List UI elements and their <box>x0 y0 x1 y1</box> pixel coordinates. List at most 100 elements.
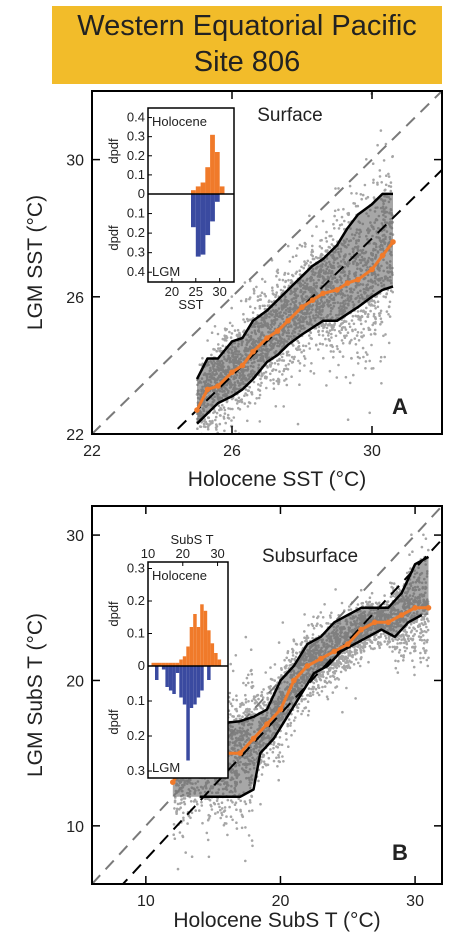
scatter-point <box>223 806 227 809</box>
scatter-point <box>319 239 322 242</box>
scatter-point <box>239 299 243 303</box>
scatter-point <box>330 243 334 246</box>
scatter-point <box>374 332 377 336</box>
scatter-point <box>360 197 364 201</box>
scatter-point <box>269 372 272 376</box>
scatter-point <box>265 386 268 390</box>
scatter-point <box>311 693 315 696</box>
scatter-point <box>251 844 254 848</box>
scatter-point <box>253 708 256 711</box>
scatter-point <box>347 664 350 667</box>
scatter-point <box>387 313 390 316</box>
scatter-point <box>217 802 220 806</box>
scatter-point <box>250 839 254 842</box>
lgm-bar <box>214 194 220 202</box>
median-point <box>344 280 351 286</box>
scatter-point <box>239 799 242 803</box>
scatter-point <box>225 815 228 818</box>
scatter-point <box>317 333 321 337</box>
scatter-point <box>325 344 328 347</box>
scatter-point <box>260 291 264 295</box>
scatter-point <box>208 420 212 423</box>
scatter-point <box>240 398 243 401</box>
scatter-point <box>267 300 271 304</box>
scatter-point <box>252 292 256 295</box>
scatter-point <box>359 318 362 322</box>
scatter-point <box>384 142 388 146</box>
scatter-point <box>347 213 350 217</box>
scatter-point <box>284 364 288 367</box>
scatter-point <box>230 419 233 422</box>
scatter-point <box>310 687 313 691</box>
scatter-point <box>260 690 264 694</box>
scatter-point <box>374 316 377 319</box>
scatter-point <box>250 699 254 703</box>
scatter-point <box>241 715 244 718</box>
scatter-point <box>226 413 230 417</box>
scatter-point <box>215 411 219 415</box>
scatter-point <box>370 367 374 370</box>
scatter-point <box>255 707 259 711</box>
scatter-point <box>278 370 281 373</box>
scatter-point <box>343 657 346 660</box>
scatter-point <box>321 253 324 257</box>
scatter-point <box>300 265 303 269</box>
scatter-point <box>176 802 180 806</box>
scatter-point <box>362 355 365 359</box>
scatter-point <box>379 355 383 359</box>
scatter-point <box>248 296 252 299</box>
scatter-point <box>294 272 298 275</box>
scatter-point <box>219 347 222 350</box>
scatter-point <box>327 667 331 671</box>
scatter-point <box>290 733 293 737</box>
scatter-point <box>246 405 250 408</box>
scatter-point <box>229 336 233 339</box>
scatter-point <box>312 372 316 375</box>
scatter-point <box>351 329 354 333</box>
scatter-point <box>302 266 306 270</box>
scatter-point <box>372 178 375 182</box>
scatter-point <box>198 809 201 812</box>
scatter-point <box>337 187 340 190</box>
scatter-point <box>326 249 329 252</box>
scatter-point <box>334 187 337 190</box>
scatter-point <box>293 729 296 733</box>
scatter-point <box>400 638 404 641</box>
scatter-point <box>336 347 339 351</box>
scatter-point <box>328 246 332 249</box>
scatter-point <box>228 691 232 695</box>
median-point <box>204 386 211 393</box>
scatter-point <box>380 181 384 184</box>
scatter-point <box>346 649 349 652</box>
scatter-point <box>237 797 240 801</box>
scatter-point <box>180 801 183 805</box>
scatter-point <box>373 328 377 332</box>
scatter-point <box>285 738 288 741</box>
inset-y-label-top: dpdf <box>106 138 121 164</box>
scatter-point <box>419 628 423 631</box>
scatter-point <box>355 192 358 195</box>
scatter-point <box>356 315 359 318</box>
scatter-point <box>349 608 353 611</box>
scatter-point <box>275 291 279 294</box>
scatter-point <box>282 405 286 408</box>
scatter-point <box>201 821 204 825</box>
scatter-point <box>262 688 265 691</box>
scatter-point <box>311 624 315 628</box>
scatter-point <box>255 285 258 289</box>
scatter-point <box>306 700 310 703</box>
scatter-point <box>221 337 225 341</box>
scatter-point <box>299 643 303 646</box>
scatter-point <box>223 412 227 415</box>
scatter-point <box>248 809 251 813</box>
scatter-point <box>231 801 234 804</box>
scatter-point <box>376 300 380 304</box>
scatter-point <box>216 332 220 336</box>
scatter-point <box>413 649 416 653</box>
scatter-point <box>253 306 257 310</box>
scatter-point <box>368 300 372 303</box>
scatter-point <box>230 295 234 298</box>
median-point <box>334 287 340 293</box>
scatter-point <box>225 400 229 404</box>
